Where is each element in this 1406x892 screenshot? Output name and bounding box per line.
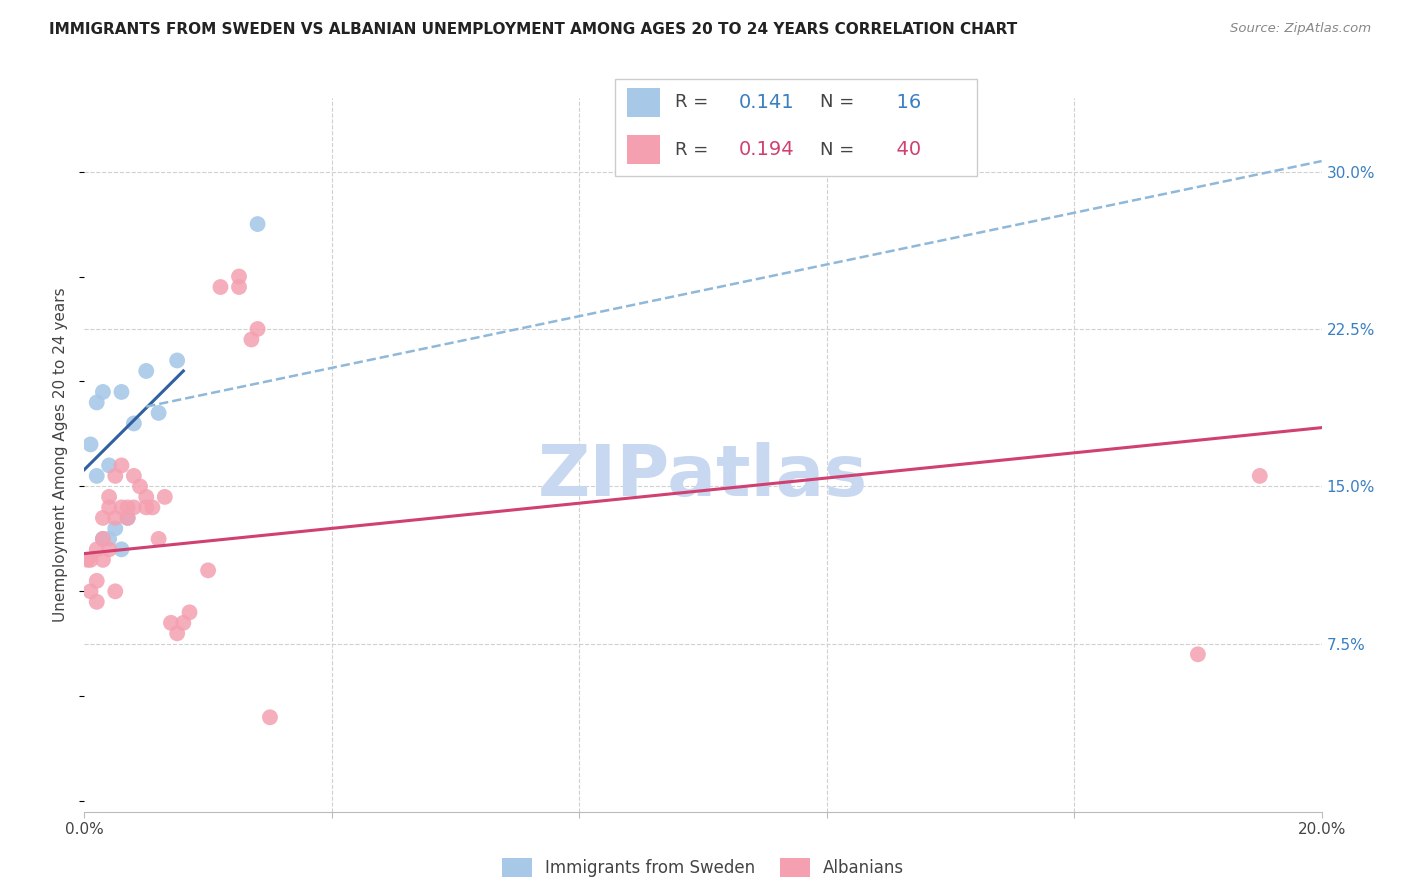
Point (79, 584, 101, 599)
Text: 0.141: 0.141 (738, 93, 794, 112)
Point (98, 542, 121, 557)
Point (110, 384, 132, 399)
Point (166, 353, 188, 368)
Point (135, 500, 157, 515)
Point (86, 574, 108, 588)
Text: 40: 40 (883, 140, 921, 159)
Point (104, 469, 127, 483)
Point (117, 511, 139, 525)
Point (209, 280, 232, 294)
Point (104, 521, 127, 535)
Text: R =: R = (675, 141, 714, 159)
Text: N =: N = (820, 94, 860, 112)
Point (86, 395, 108, 409)
Legend: Immigrants from Sweden, Albanians: Immigrants from Sweden, Albanians (494, 850, 912, 886)
Point (79, 553, 101, 567)
Text: 16: 16 (883, 93, 921, 112)
Point (98, 500, 121, 515)
Point (91, 532, 114, 546)
Point (135, 490, 157, 504)
Bar (627, 136, 659, 164)
Point (122, 417, 145, 431)
Text: N =: N = (820, 141, 860, 159)
Point (141, 500, 163, 515)
Point (91, 532, 114, 546)
Text: ZIPatlas: ZIPatlas (538, 442, 868, 511)
Point (86, 595, 108, 609)
Point (246, 322, 269, 336)
Point (117, 511, 139, 525)
Y-axis label: Unemployment Among Ages 20 to 24 years: Unemployment Among Ages 20 to 24 years (53, 287, 69, 623)
Point (160, 615, 183, 630)
Point (153, 490, 176, 504)
Point (1249, 469, 1271, 483)
Point (91, 553, 114, 567)
Point (104, 511, 127, 525)
Point (148, 532, 170, 546)
Point (110, 500, 132, 515)
Point (246, 217, 269, 231)
Point (228, 280, 250, 294)
Point (86, 469, 108, 483)
Point (117, 500, 139, 515)
Point (98, 490, 121, 504)
Point (129, 479, 152, 493)
FancyBboxPatch shape (616, 78, 977, 177)
Point (179, 605, 201, 619)
Point (1187, 648, 1209, 662)
Point (98, 532, 121, 546)
Point (79, 437, 101, 451)
Text: Source: ZipAtlas.com: Source: ZipAtlas.com (1230, 22, 1371, 36)
Text: R =: R = (675, 94, 714, 112)
Point (240, 333, 263, 347)
Point (76, 553, 98, 567)
Text: IMMIGRANTS FROM SWEDEN VS ALBANIAN UNEMPLOYMENT AMONG AGES 20 TO 24 YEARS CORREL: IMMIGRANTS FROM SWEDEN VS ALBANIAN UNEMP… (49, 22, 1018, 37)
Point (148, 406, 170, 420)
Point (122, 500, 145, 515)
Point (259, 710, 281, 724)
Point (104, 584, 127, 599)
Point (110, 458, 132, 473)
Point (91, 384, 114, 399)
Point (98, 458, 121, 473)
Point (172, 615, 194, 630)
Point (110, 542, 132, 557)
Text: 0.194: 0.194 (738, 140, 794, 159)
Point (122, 469, 145, 483)
Point (135, 364, 157, 378)
Point (86, 542, 108, 557)
Point (197, 563, 219, 577)
Point (228, 269, 250, 284)
Bar (627, 88, 659, 117)
Point (166, 626, 188, 640)
Point (91, 511, 114, 525)
